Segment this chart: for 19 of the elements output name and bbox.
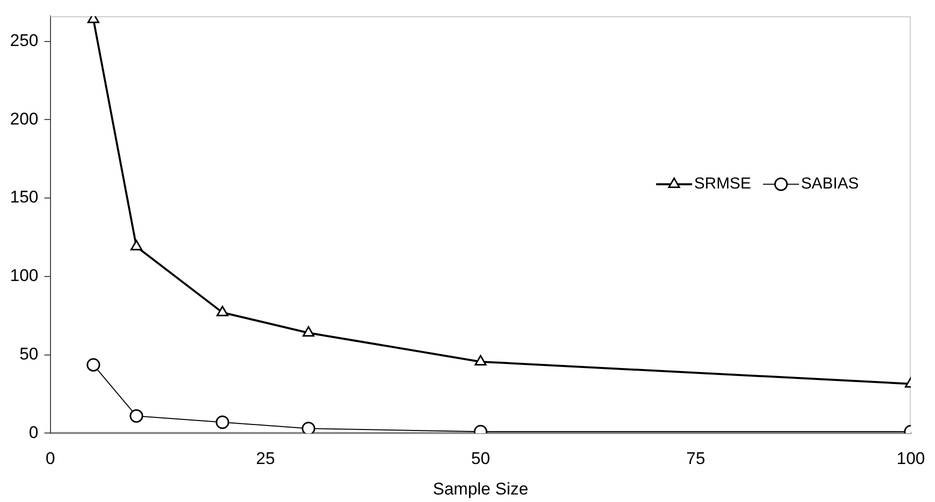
x-tick-label: 75 bbox=[686, 449, 706, 468]
y-tick-label: 250 bbox=[10, 30, 38, 50]
x-tick-label: 0 bbox=[46, 449, 56, 468]
y-tick-label: 50 bbox=[19, 344, 38, 364]
point bbox=[130, 240, 142, 250]
point bbox=[216, 306, 228, 316]
x-tick-label: 25 bbox=[256, 449, 275, 468]
point bbox=[302, 326, 314, 337]
y-tick-label: 100 bbox=[10, 266, 38, 286]
point bbox=[474, 354, 487, 366]
legend-label: SABIAS bbox=[801, 176, 859, 193]
point bbox=[302, 422, 316, 434]
y-tick-label: 150 bbox=[10, 188, 38, 207]
y-tick-label: 0 bbox=[28, 422, 38, 442]
legend-label: SRMSE bbox=[694, 176, 752, 193]
y-tick-label: 200 bbox=[10, 109, 38, 128]
x-axis-title: Sample Size bbox=[432, 479, 528, 498]
x-tick-label: 50 bbox=[471, 449, 490, 468]
x-tick-label: 100 bbox=[896, 449, 926, 468]
